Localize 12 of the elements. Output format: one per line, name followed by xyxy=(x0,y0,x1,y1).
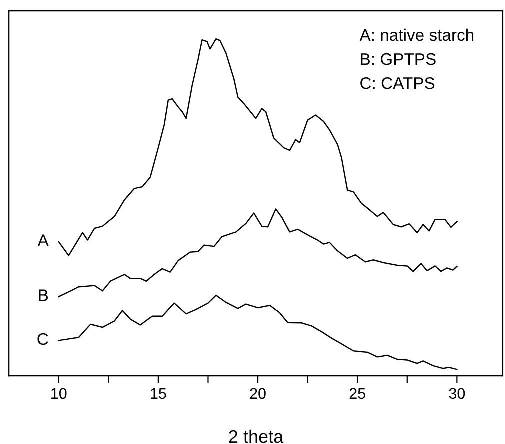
series-label: A xyxy=(38,234,49,246)
annotation: B: GPTPS xyxy=(361,53,436,66)
x-tick-label: 30 xyxy=(449,388,466,400)
series-label: C xyxy=(38,333,48,346)
x-axis-title: 2 theta xyxy=(229,430,284,444)
annotation: A: native starch xyxy=(360,28,474,42)
series-label: B xyxy=(39,290,48,302)
x-tick-label: 15 xyxy=(151,388,166,400)
annotation: C: CATPS xyxy=(360,77,435,90)
x-tick-label: 25 xyxy=(350,388,366,400)
x-tick-label: 20 xyxy=(250,388,266,400)
x-tick-label: 10 xyxy=(52,388,67,400)
